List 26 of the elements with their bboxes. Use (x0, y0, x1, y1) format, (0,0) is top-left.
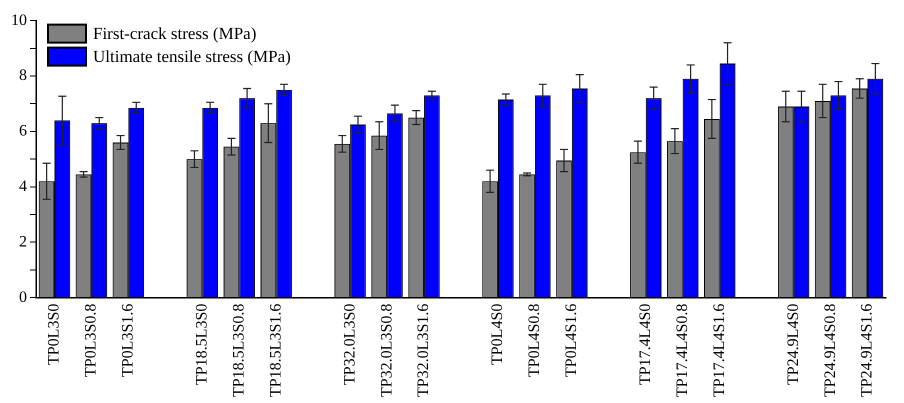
y-tick-label: 2 (19, 233, 27, 250)
x-tick-label: TP0L3S0.8 (82, 304, 100, 377)
x-tick-label: TP17.4L4S0.8 (674, 304, 691, 397)
x-tick-label: TP0L4S0 (489, 304, 506, 365)
legend-label: Ultimate tensile stress (MPa) (93, 47, 291, 66)
x-tick-label: TP17.4L4S1.6 (710, 304, 728, 397)
legend-label: First-crack stress (MPa) (93, 24, 256, 44)
x-tick-label: TP18.5L3S0 (194, 304, 211, 385)
y-tick-label: 8 (19, 67, 27, 84)
y-tick-label: 6 (19, 122, 27, 140)
x-tick-label: TP32.0L3S0.8 (378, 304, 396, 397)
x-tick-label: TP0L3S0 (46, 304, 63, 365)
x-tick-label: TP24.9L4S1.6 (858, 304, 876, 397)
y-tick-label: 10 (11, 12, 27, 29)
y-tick-label: 0 (19, 288, 27, 306)
x-tick-label: TP18.5L3S1.6 (267, 304, 284, 397)
x-tick-label: TP32.0L3S1.6 (415, 304, 432, 397)
x-tick-label: TP32.0L3S0 (341, 304, 358, 385)
x-tick-label: TP24.9L4S0 (784, 304, 802, 385)
y-tick-label: 4 (19, 178, 27, 196)
x-tick-label: TP17.4L4S0 (636, 304, 654, 385)
x-tick-label: TP18.5L3S0.8 (230, 304, 248, 397)
x-tick-label: TP0L4S1.6 (563, 304, 580, 377)
x-tick-label: TP0L4S0.8 (526, 304, 544, 377)
x-tick-label: TP24.9L4S0.8 (822, 304, 839, 397)
x-tick-label: TP0L3S1.6 (120, 304, 137, 377)
